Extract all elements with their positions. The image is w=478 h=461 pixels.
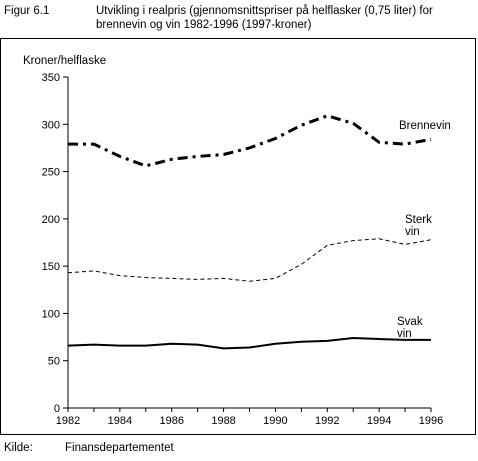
x-tick-label-1996: 1996 (419, 415, 443, 427)
series-label-sterk-vin-0: Sterk (405, 214, 432, 226)
figure-title: Utvikling i realpris (gjennomsnittsprise… (96, 5, 433, 17)
source: Kilde: Finansdepartementet (4, 441, 174, 455)
x-tick-label-1984: 1984 (108, 415, 132, 427)
series-line-svak-vin (67, 337, 431, 350)
series-label-brennevin-0: Brennevin (399, 120, 451, 132)
x-tick-label-1986: 1986 (159, 415, 183, 427)
y-tick-label-300: 300 (42, 119, 60, 131)
y-tick-label-50: 50 (48, 356, 60, 368)
series-label-svak-vin-1: vin (397, 328, 412, 340)
figure-subtitle: brennevin og vin 1982-1996 (1997-kroner) (96, 19, 312, 31)
line-chart: Kroner/helflaske 0 50 100 150 200 250 300 350 198… (23, 55, 451, 427)
series-label-svak-vin-0: Svak (397, 316, 423, 328)
y-tick-label-250: 250 (42, 167, 60, 179)
series-label-sterk-vin-1: vin (405, 226, 420, 238)
y-tick-label-150: 150 (42, 261, 60, 273)
x-tick-label-1982: 1982 (56, 415, 80, 427)
y-tick-label-100: 100 (42, 308, 60, 320)
y-tick-label-200: 200 (42, 214, 60, 226)
y-tick-label-350: 350 (42, 72, 60, 84)
x-tick-label-1994: 1994 (367, 415, 391, 427)
x-tick-label-1988: 1988 (211, 415, 235, 427)
source-value: Finansdepartementet (65, 442, 174, 454)
y-axis-label: Kroner/helflaske (23, 55, 106, 67)
series-line-sterk-vin (67, 238, 432, 282)
series-line-brennevin (68, 114, 432, 168)
source-label: Kilde: (4, 442, 33, 454)
figure-label: Figur 6.1 (4, 5, 50, 17)
chart-frame: Kroner/helflaske 0 50 100 150 200 250 300 350 198… (0, 38, 476, 435)
x-tick-label-1992: 1992 (315, 415, 339, 427)
x-tick-label-1990: 1990 (263, 415, 287, 427)
y-tick-label-0: 0 (54, 403, 60, 415)
